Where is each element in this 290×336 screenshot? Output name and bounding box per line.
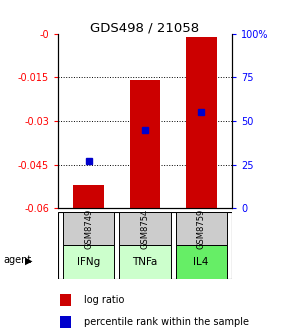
Text: IL4: IL4 — [193, 257, 209, 267]
FancyBboxPatch shape — [175, 212, 227, 245]
Text: GSM8754: GSM8754 — [140, 208, 150, 249]
Bar — [60, 316, 70, 328]
FancyBboxPatch shape — [175, 245, 227, 279]
Text: GSM8759: GSM8759 — [197, 208, 206, 249]
FancyBboxPatch shape — [119, 245, 171, 279]
Text: GSM8749: GSM8749 — [84, 208, 93, 249]
FancyBboxPatch shape — [119, 212, 171, 245]
Text: IFNg: IFNg — [77, 257, 101, 267]
FancyBboxPatch shape — [63, 212, 115, 245]
Bar — [73, 185, 104, 208]
Text: ▶: ▶ — [25, 255, 32, 265]
Text: GDS498 / 21058: GDS498 / 21058 — [90, 22, 200, 35]
FancyBboxPatch shape — [63, 245, 115, 279]
Text: agent: agent — [3, 255, 31, 265]
Text: percentile rank within the sample: percentile rank within the sample — [84, 317, 249, 327]
Text: TNFa: TNFa — [132, 257, 158, 267]
Bar — [130, 80, 160, 208]
Bar — [60, 294, 70, 306]
Bar — [186, 37, 217, 208]
Text: log ratio: log ratio — [84, 295, 124, 305]
